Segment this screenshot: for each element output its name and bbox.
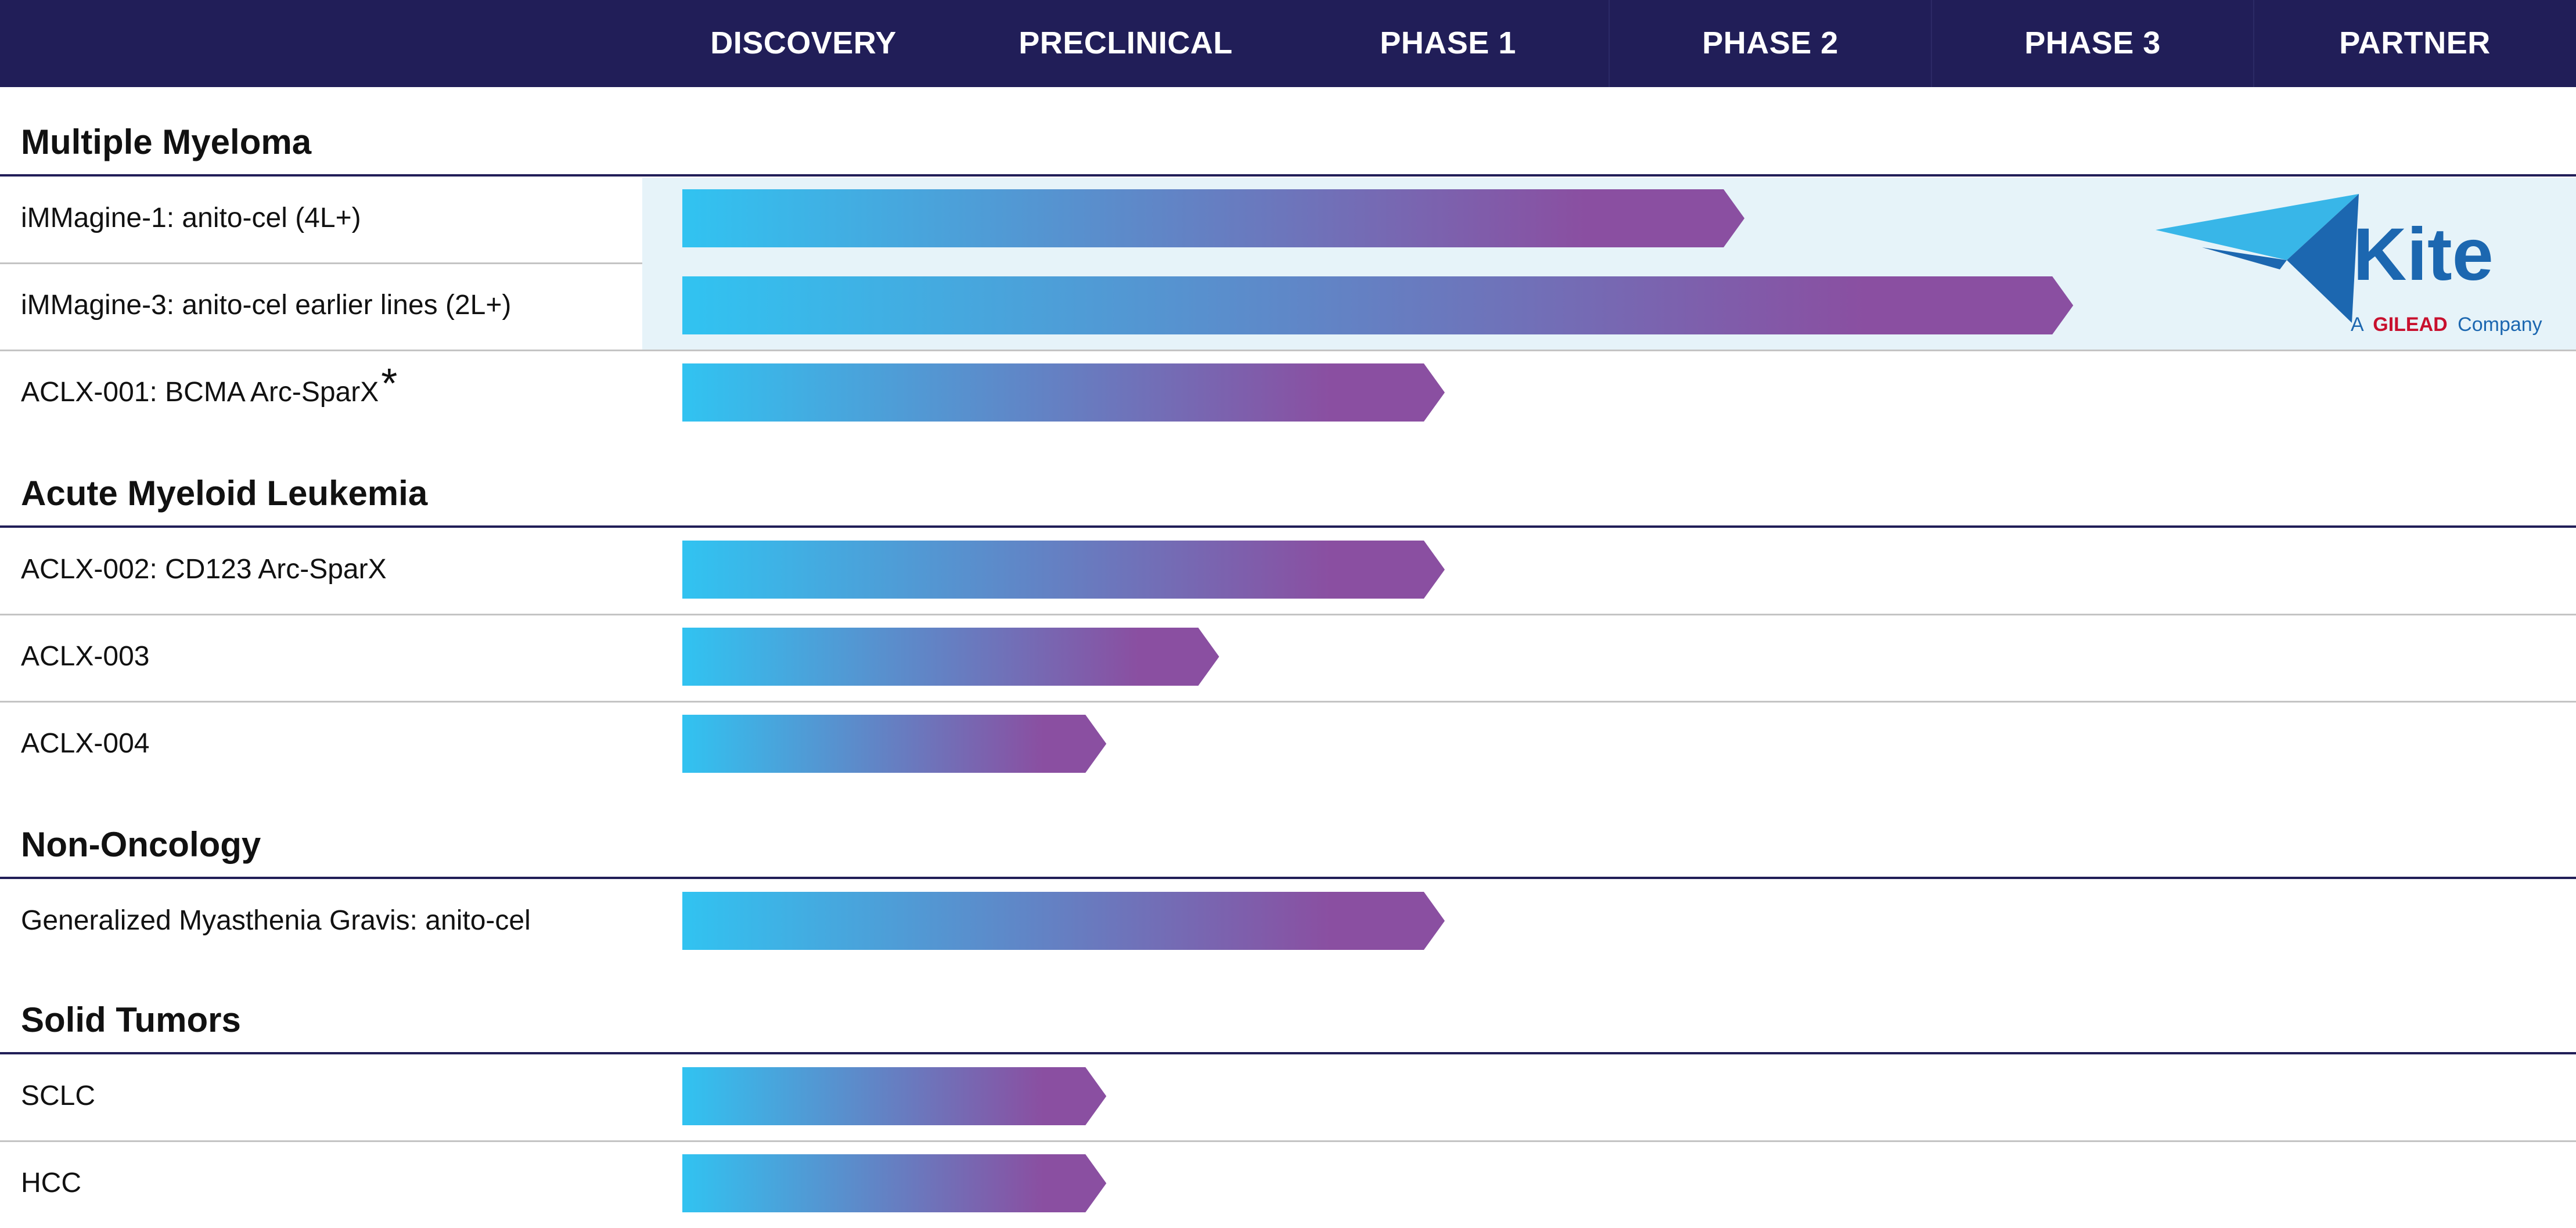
section-rule xyxy=(0,525,2576,528)
program-bar xyxy=(682,189,1745,247)
header-phase-phase-3: PHASE 3 xyxy=(2024,26,2161,60)
row-separator xyxy=(0,1140,2576,1142)
header-phase-partner: PARTNER xyxy=(2339,26,2491,60)
program-bar xyxy=(682,892,1445,950)
program-bar xyxy=(682,628,1219,686)
program-label: iMMagine-3: anito-cel earlier lines (2L+… xyxy=(21,289,511,321)
row-separator xyxy=(0,701,2576,703)
program-label: ACLX-004 xyxy=(21,728,149,759)
program-name: ACLX-001: BCMA Arc-SparX xyxy=(21,377,379,408)
section-title: Acute Myeloid Leukemia xyxy=(21,474,428,513)
program-label: ACLX-002: CD123 Arc-SparX xyxy=(21,553,387,585)
section-title: Non-Oncology xyxy=(21,825,261,864)
program-label: SCLC xyxy=(21,1080,95,1112)
program-bar xyxy=(682,1067,1107,1125)
program-name: Generalized Myasthenia Gravis: anito-cel xyxy=(21,905,531,936)
row-separator xyxy=(0,614,2576,615)
program-bar xyxy=(682,1154,1107,1212)
section-rule xyxy=(0,877,2576,879)
header-separator xyxy=(2253,0,2254,87)
program-label: ACLX-001: BCMA Arc-SparX* xyxy=(21,363,397,408)
header-separator xyxy=(1931,0,1932,87)
row-separator xyxy=(0,262,642,264)
program-name: ACLX-003 xyxy=(21,641,150,672)
pipeline-header: DISCOVERY PRECLINICAL PHASE 1 PHASE 2 PHASE … xyxy=(0,0,2576,87)
section-title: Solid Tumors xyxy=(21,1000,241,1039)
program-label: HCC xyxy=(21,1167,81,1199)
tagline-suffix: Company xyxy=(2458,314,2542,336)
footnote-marker: * xyxy=(381,361,398,407)
program-bar xyxy=(682,363,1445,422)
header-phase-discovery: DISCOVERY xyxy=(710,26,897,60)
header-phase-phase-2: PHASE 2 xyxy=(1702,26,1839,60)
tagline-brand: GILEAD xyxy=(2373,314,2447,336)
header-phase-preclinical: PRECLINICAL xyxy=(1019,26,1233,60)
program-bar xyxy=(682,715,1107,773)
program-bar xyxy=(682,276,2074,334)
kite-wordmark: Kite xyxy=(2353,213,2494,296)
section-rule xyxy=(0,1052,2576,1054)
tagline-prefix: A xyxy=(2351,314,2364,336)
program-name: iMMagine-1: anito-cel (4L+) xyxy=(21,203,361,233)
program-bar xyxy=(682,541,1445,599)
kite-tagline: A GILEAD Company xyxy=(2351,314,2542,336)
program-label: iMMagine-1: anito-cel (4L+) xyxy=(21,202,361,234)
section-rule xyxy=(0,174,2576,177)
program-name: ACLX-004 xyxy=(21,728,150,759)
section-title: Multiple Myeloma xyxy=(21,123,312,161)
header-separator xyxy=(1609,0,1610,87)
program-name: SCLC xyxy=(21,1081,96,1111)
program-label: Generalized Myasthenia Gravis: anito-cel xyxy=(21,905,531,937)
program-name: iMMagine-3: anito-cel earlier lines (2L+… xyxy=(21,290,512,320)
program-label: ACLX-003 xyxy=(21,640,149,672)
program-name: HCC xyxy=(21,1168,81,1198)
row-separator xyxy=(0,350,2576,351)
partner-logo: Kite A GILEAD Company xyxy=(2149,192,2543,343)
header-phase-phase-1: PHASE 1 xyxy=(1380,26,1516,60)
kite-icon xyxy=(2156,194,2359,323)
program-name: ACLX-002: CD123 Arc-SparX xyxy=(21,554,387,585)
